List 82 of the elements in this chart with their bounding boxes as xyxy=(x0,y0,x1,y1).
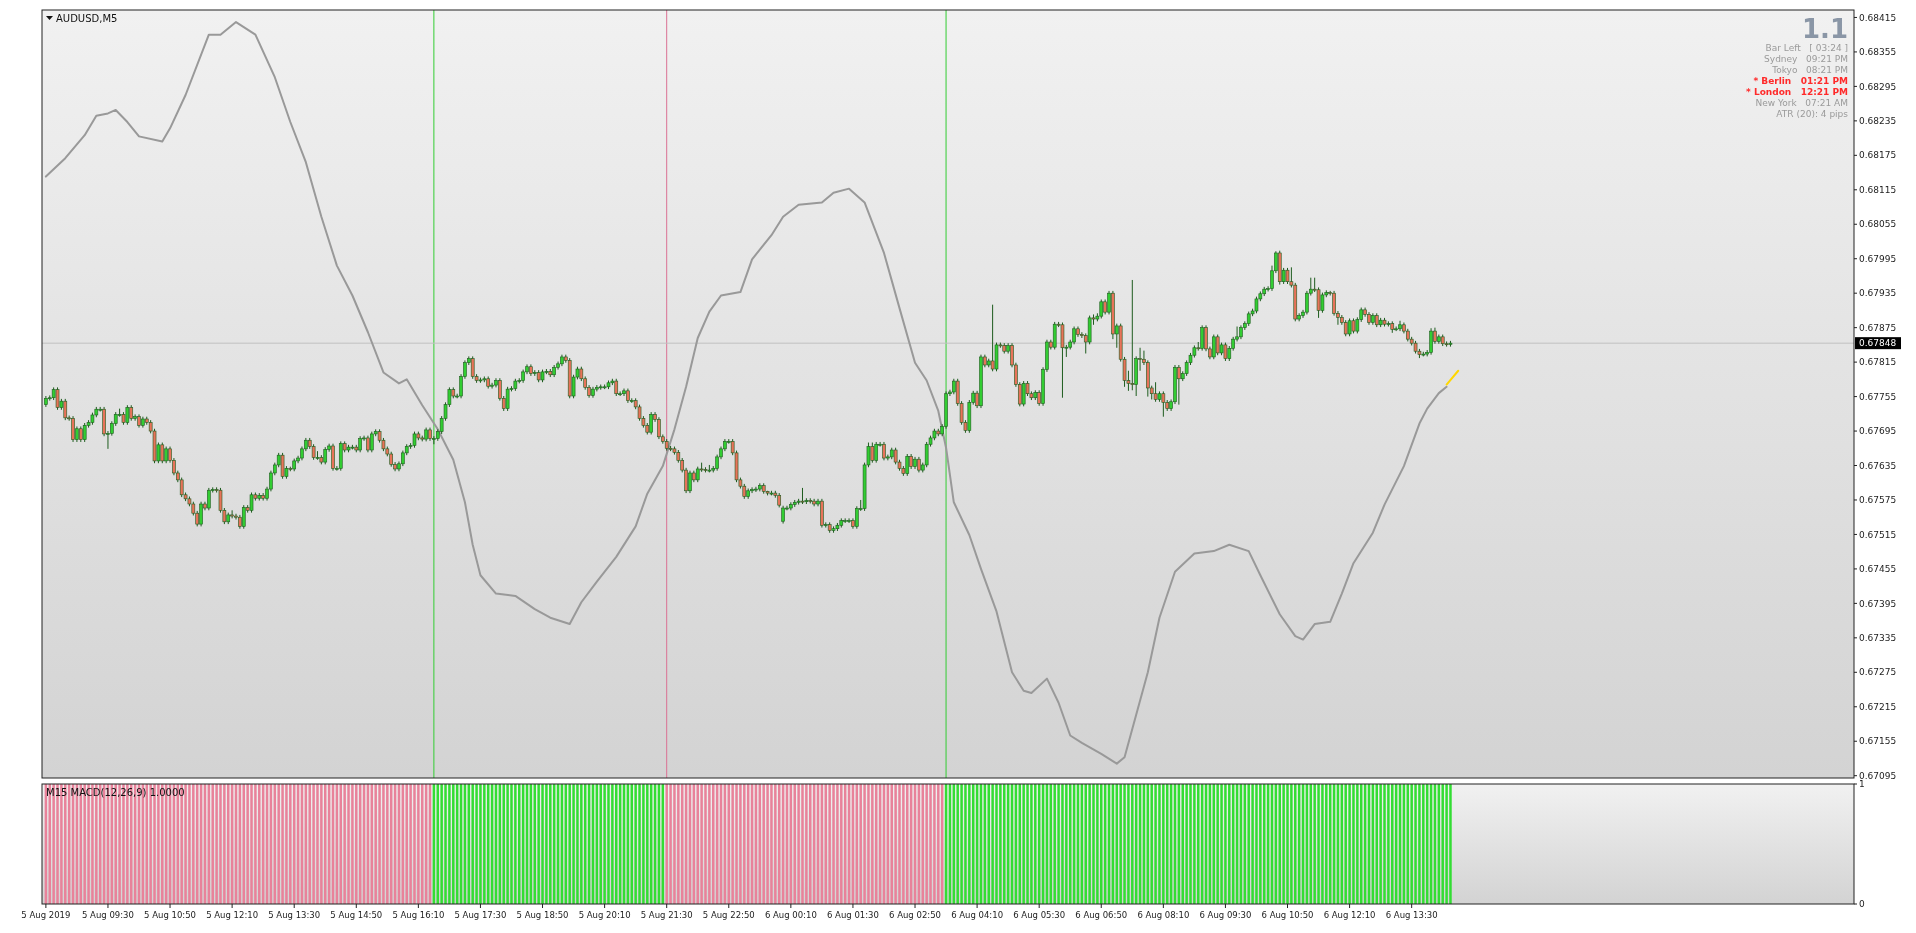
y-tick-label: 0.68415 xyxy=(1859,12,1897,23)
ref-line-label: 0.67848 xyxy=(1859,338,1897,349)
candlestick xyxy=(688,470,692,494)
x-tick-label: 5 Aug 10:50 xyxy=(144,910,196,920)
y-tick-label: 0.67155 xyxy=(1859,736,1897,747)
x-tick-label: 5 Aug 16:10 xyxy=(392,910,445,920)
x-tick-label: 5 Aug 22:50 xyxy=(702,910,755,920)
candlestick xyxy=(230,509,234,519)
candlestick xyxy=(1130,279,1135,391)
x-tick-label: 5 Aug 21:30 xyxy=(640,910,693,920)
candlestick xyxy=(207,487,211,511)
y-tick-label: 0.67635 xyxy=(1859,460,1897,471)
annotation: Sydney 09:21 PM xyxy=(1764,54,1848,64)
y-tick-label: 0.67875 xyxy=(1859,322,1897,333)
y-tick-label: 0.67515 xyxy=(1859,529,1897,540)
chart-title: AUDUSD,M5 xyxy=(56,13,118,24)
x-tick-label: 6 Aug 04:10 xyxy=(951,910,1004,920)
x-tick-label: 6 Aug 08:10 xyxy=(1137,910,1190,920)
candlestick xyxy=(649,411,653,435)
y-tick-label: 0.68115 xyxy=(1859,184,1897,195)
candlestick xyxy=(331,443,335,472)
y-tick-label: 0.67335 xyxy=(1859,632,1897,643)
x-tick-label: 5 Aug 17:30 xyxy=(454,910,507,920)
candlestick xyxy=(870,442,875,464)
x-tick-label: 6 Aug 00:10 xyxy=(764,910,817,920)
y-tick-label: 0.67755 xyxy=(1859,391,1897,402)
y-tick-label: 0.67215 xyxy=(1859,701,1897,712)
y-tick-label: 0.68175 xyxy=(1859,150,1897,161)
x-tick-label: 6 Aug 12:10 xyxy=(1323,910,1376,920)
x-tick-label: 5 Aug 09:30 xyxy=(82,910,134,920)
line-series xyxy=(44,21,1448,765)
x-tick-label: 5 Aug 13:30 xyxy=(268,910,321,920)
annotation: Bar Left [ 03:24 ] xyxy=(1765,43,1848,53)
y-tick-label: 0.67455 xyxy=(1859,564,1897,575)
x-tick-label: 5 Aug 2019 xyxy=(21,910,71,920)
x-tick-label: 5 Aug 14:50 xyxy=(330,910,383,920)
x-tick-label: 5 Aug 12:10 xyxy=(206,910,259,920)
y-tick-label: 0.68295 xyxy=(1859,81,1897,92)
candlestick xyxy=(1215,334,1220,356)
y-tick-label: 0.67095 xyxy=(1859,770,1897,781)
annotation: * Berlin 01:21 PM xyxy=(1753,76,1849,86)
x-tick-label: 6 Aug 02:50 xyxy=(889,910,941,920)
candlestick xyxy=(882,441,886,461)
annotation: New York 07:21 AM xyxy=(1755,98,1848,108)
candlestick xyxy=(1429,327,1433,356)
candlestick xyxy=(1398,320,1402,332)
y-tick-label: 1 xyxy=(1859,779,1865,790)
y-tick-label: 0.67695 xyxy=(1859,426,1897,437)
chart-title: M15 MACD(12,26,9) 1.0000 xyxy=(46,787,185,798)
annotation: Tokyo 08:21 PM xyxy=(1771,65,1848,75)
candlestick xyxy=(874,441,879,464)
x-tick-label: 5 Aug 20:10 xyxy=(578,910,631,920)
y-tick-label: 0.67815 xyxy=(1859,357,1897,368)
y-tick-label: 0 xyxy=(1859,899,1865,910)
candlestick xyxy=(1177,364,1181,406)
candlestick xyxy=(199,501,203,527)
x-tick-label: 6 Aug 09:30 xyxy=(1199,910,1252,920)
y-tick-label: 0.68355 xyxy=(1859,47,1897,58)
y-tick-label: 0.68235 xyxy=(1859,116,1897,127)
y-tick-label: 0.67935 xyxy=(1859,288,1897,299)
candlestick xyxy=(1200,324,1204,352)
x-tick-label: 6 Aug 13:30 xyxy=(1385,910,1438,920)
y-tick-label: 0.68055 xyxy=(1859,219,1897,230)
y-tick-label: 0.67575 xyxy=(1859,495,1897,506)
candlestick xyxy=(71,415,75,443)
candlestick xyxy=(490,382,494,390)
annotation: 1.1 xyxy=(1801,14,1848,44)
y-tick-label: 0.67395 xyxy=(1859,598,1897,609)
candlestick xyxy=(847,517,851,524)
y-tick-label: 0.67275 xyxy=(1859,667,1897,678)
y-tick-label: 0.67995 xyxy=(1859,253,1897,264)
candlestick xyxy=(657,416,661,440)
annotation: * London 12:21 PM xyxy=(1746,87,1849,97)
x-tick-label: 6 Aug 06:50 xyxy=(1075,910,1128,920)
x-tick-label: 5 Aug 18:50 xyxy=(516,910,569,920)
x-tick-label: 6 Aug 05:30 xyxy=(1013,910,1066,920)
x-tick-label: 6 Aug 01:30 xyxy=(826,910,879,920)
candlestick xyxy=(1320,292,1325,314)
annotation: ATR (20): 4 pips xyxy=(1776,109,1849,119)
x-tick-label: 6 Aug 10:50 xyxy=(1261,910,1314,920)
candlestick xyxy=(1021,380,1026,407)
candlestick xyxy=(370,431,374,453)
